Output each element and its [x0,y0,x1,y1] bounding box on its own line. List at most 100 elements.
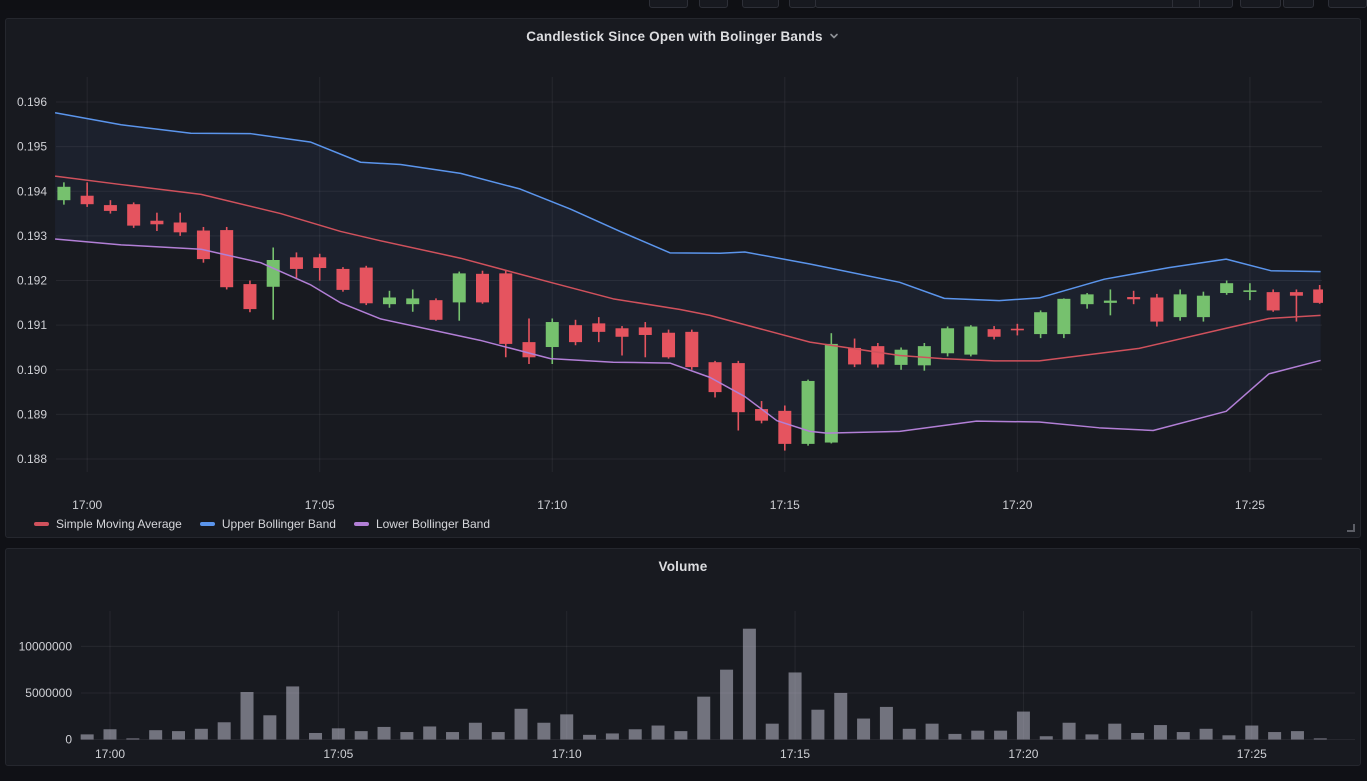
candle [1080,294,1094,305]
candle [1173,294,1187,318]
legend-swatch-icon [199,522,215,526]
candle [475,273,489,303]
candle [313,257,327,269]
x-axis-tick-label: 17:15 [780,747,810,761]
legend-swatch-icon [353,522,369,526]
clipped-toolbar-button[interactable] [649,0,688,8]
volume-bar [697,696,711,740]
volume-bar [1222,735,1236,740]
volume-bar [857,718,871,740]
candle [964,326,978,355]
gridlines: 0.188 0.189 0.190 0.191 0.192 0.193 0.194 0.195… [17,77,1322,512]
y-axis-tick-label: 0 [65,733,72,747]
volume-bar [537,722,551,740]
volume-bar [925,723,939,740]
volume-bar [446,732,460,740]
volume-chart[interactable]: 0 5000000 10000000 17:00 17:05 17:10 17:15 17:2… [6,549,1360,765]
x-axis-tick-label: 17:25 [1235,498,1265,512]
clipped-toolbar-button[interactable] [742,0,779,8]
candle [406,298,420,305]
volume-bar [331,728,345,740]
volume-bar [651,725,665,740]
volume-bar [560,714,574,740]
candlestick-panel-header[interactable]: Candlestick Since Open with Bolinger Ban… [6,25,1360,47]
clipped-toolbar-button[interactable] [1240,0,1281,8]
volume-bar [765,723,779,740]
x-axis-tick-label: 17:25 [1237,747,1267,761]
candle [150,220,164,225]
candle [708,362,722,393]
candle [196,230,210,260]
volume-bar [1199,728,1213,740]
candle [1266,292,1280,311]
volume-panel-header[interactable]: Volume [6,555,1360,577]
clipped-toolbar-button[interactable] [1283,0,1314,8]
volume-bar [1016,711,1030,740]
volume-bar [400,732,414,740]
bollinger-band-fill [55,112,1321,434]
candle [382,297,396,305]
candle [127,204,141,226]
volume-bar [674,731,688,740]
panel-resize-handle[interactable] [1347,524,1355,532]
toolbar-divider [1199,0,1200,7]
clipped-top-toolbar [0,0,1367,10]
candle [1150,297,1164,322]
volume-bar [1153,725,1167,740]
candlestick-panel-title: Candlestick Since Open with Bolinger Ban… [526,28,823,44]
volume-bar [103,729,117,740]
candle [569,325,583,343]
candle [662,332,676,358]
candle [1196,295,1210,318]
volume-bar [263,715,277,740]
candle [57,186,71,201]
y-axis-tick-label: 10000000 [19,639,73,653]
y-axis-tick-label: 0.193 [17,229,47,243]
clipped-toolbar-button[interactable] [1328,0,1367,8]
legend-label: Upper Bollinger Band [221,517,336,531]
candlestick-chart[interactable]: 0.188 0.189 0.190 0.191 0.192 0.193 0.194 0.195… [6,19,1360,537]
volume-bar [1131,732,1145,740]
candle [1103,300,1117,303]
volume-bar [1062,722,1076,740]
candle [1034,312,1048,335]
volume-bar [1176,732,1190,740]
volume-bar [491,732,505,740]
volume-bar [811,709,825,740]
x-axis-tick-label: 17:05 [323,747,353,761]
volume-bar [583,734,597,740]
legend-item-0[interactable]: Simple Moving Average [34,517,182,531]
y-axis-tick-label: 0.192 [17,274,47,288]
volume-bar [309,732,323,740]
candle [80,195,94,205]
candlestick-panel: Candlestick Since Open with Bolinger Ban… [5,18,1361,538]
candle [615,328,629,337]
clipped-toolbar-button[interactable] [789,0,816,8]
legend-item-1[interactable]: Upper Bollinger Band [199,517,336,531]
volume-bar [1290,731,1304,740]
y-axis-tick-label: 0.189 [17,407,47,421]
legend-label: Simple Moving Average [56,517,182,531]
candle [848,347,862,365]
volume-bar [217,722,231,740]
candle [452,273,466,303]
candle [429,300,443,320]
volume-panel-title: Volume [658,558,708,574]
candle [336,268,350,290]
x-axis-tick-label: 17:20 [1008,747,1038,761]
candle [1220,283,1234,294]
legend-item-2[interactable]: Lower Bollinger Band [353,517,490,531]
volume-bar [194,728,208,740]
candle [220,230,234,288]
y-axis-tick-label: 0.188 [17,452,47,466]
volume-bar [1268,732,1282,740]
clipped-toolbar-button[interactable] [699,0,728,8]
candle [638,327,652,335]
y-axis-tick-label: 0.194 [17,184,47,198]
candle [103,205,117,211]
clipped-toolbar-input[interactable] [815,0,1233,8]
candle [871,346,885,365]
candle [545,322,559,348]
candle [243,284,257,310]
